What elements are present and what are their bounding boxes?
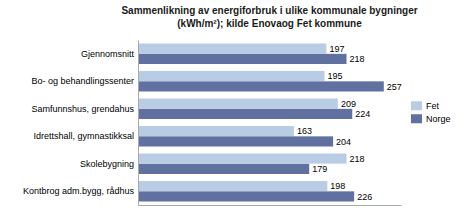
- data-label: 209: [341, 99, 356, 109]
- bar: [138, 44, 326, 54]
- legend: Fet Norge: [411, 101, 451, 124]
- x-axis-line: [139, 205, 402, 206]
- bar: [138, 71, 324, 81]
- bar: [138, 164, 309, 174]
- legend-swatch: [411, 101, 422, 110]
- plot: 198 218 163 209 195 197 226 179 204 224 257 218 Kont…: [23, 41, 451, 206]
- y-axis: Kontbrog adm.bygg, rådhus Skolebygning Idr…: [23, 41, 139, 206]
- bar: [138, 81, 384, 91]
- data-label: 204: [336, 137, 351, 147]
- legend-item: Fet: [411, 101, 440, 111]
- y-tick: Idrettshall, gymnastikksal: [33, 131, 134, 141]
- legend-label: Fet: [426, 101, 440, 111]
- y-tick-label: Gjennomsnitt: [81, 49, 135, 59]
- data-label: 195: [327, 71, 342, 81]
- chart-svg: Sammenlikning av energiforbruk i ulike k…: [0, 0, 473, 213]
- subtitle: (kWh/m²); kilde Enovaog Fet kommune: [177, 18, 362, 29]
- y-tick-label: Bo- og behandlingssenter: [31, 76, 134, 86]
- y-axis-line: [138, 41, 139, 206]
- data-label: 257: [387, 82, 402, 92]
- data-label: 218: [349, 154, 364, 164]
- y-tick-label: Samfunnshus, grendahus: [31, 104, 134, 114]
- y-tick-label: Idrettshall, gymnastikksal: [33, 131, 134, 141]
- bar: [138, 191, 354, 201]
- y-tick: Gjennomsnitt: [81, 49, 135, 59]
- data-labels: 198 218 163 209 195 197 226 179 204 224 257 218: [297, 44, 402, 202]
- data-label: 197: [329, 44, 344, 54]
- x-axis: [139, 205, 402, 206]
- bars: [138, 44, 384, 202]
- bar: [138, 99, 338, 109]
- data-label: 179: [312, 164, 327, 174]
- bar: [138, 181, 327, 191]
- data-label: 163: [297, 126, 312, 136]
- bar: [138, 154, 346, 164]
- title-group: Sammenlikning av energiforbruk i ulike k…: [121, 5, 417, 29]
- data-label: 198: [330, 181, 345, 191]
- data-label: 218: [349, 54, 364, 64]
- y-tick-label: Skolebygning: [80, 159, 134, 169]
- bar-series: [138, 54, 384, 202]
- y-tick: Bo- og behandlingssenter: [31, 76, 134, 86]
- y-tick: Kontbrog adm.bygg, rådhus: [23, 186, 135, 196]
- title: Sammenlikning av energiforbruk i ulike k…: [121, 5, 417, 16]
- y-tick: Samfunnshus, grendahus: [31, 104, 134, 114]
- y-tick: Skolebygning: [80, 159, 134, 169]
- data-label: 224: [355, 109, 370, 119]
- bar: [138, 109, 352, 119]
- legend-label: Norge: [426, 114, 451, 124]
- bar: [138, 126, 294, 136]
- bar: [138, 54, 346, 64]
- y-tick-label: Kontbrog adm.bygg, rådhus: [23, 186, 135, 196]
- bar: [138, 136, 333, 146]
- data-label: 226: [357, 192, 372, 202]
- legend-swatch: [411, 114, 422, 123]
- legend-item: Norge: [411, 114, 451, 124]
